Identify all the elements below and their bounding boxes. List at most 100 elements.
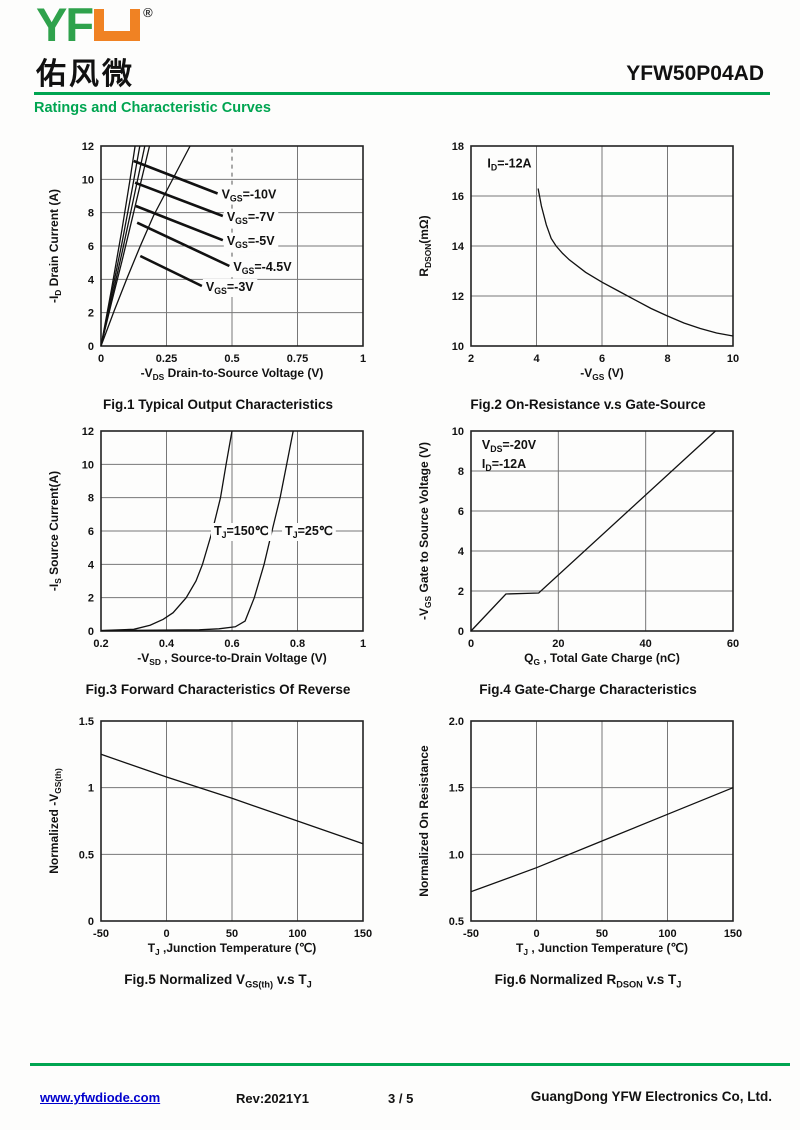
- fig3-chart: TJ=150℃ TJ=25℃0.2 0.4 0.6 0.8 1024681012-VSD …: [47, 426, 366, 667]
- svg-text:150: 150: [724, 928, 742, 940]
- svg-text:RDSON(mΩ): RDSON(mΩ): [417, 215, 433, 276]
- fig6-caption: Fig.6 Normalized RDSON v.s TJ: [494, 972, 682, 990]
- registered-trademark-icon: ®: [143, 5, 153, 20]
- svg-text:0: 0: [88, 916, 94, 928]
- figure-6-normalized-rdson: -50 0 50 100 150 0.5 1.0 1.5 2.0 TJ , Junction Te…: [408, 713, 768, 990]
- logo-w-icon: [94, 9, 141, 41]
- svg-text:1.0: 1.0: [449, 849, 464, 861]
- svg-text:10: 10: [82, 459, 94, 471]
- fig2-caption: Fig.2 On-Resistance v.s Gate-Source: [470, 397, 706, 412]
- fig2-chart: ID=-12A 2 4 6 8 10 10 12 14 16 18 -VGS (V) RDSON(mΩ): [417, 141, 739, 382]
- svg-text:6: 6: [599, 353, 605, 365]
- company-name: GuangDong YFW Electronics Co, Ltd.: [530, 1089, 772, 1104]
- svg-text:4: 4: [88, 559, 95, 571]
- fig1-caption: Fig.1 Typical Output Characteristics: [102, 397, 334, 412]
- svg-text:6: 6: [88, 241, 94, 253]
- footer-divider: [30, 1063, 790, 1066]
- svg-text:1.5: 1.5: [79, 716, 94, 728]
- svg-text:150: 150: [354, 928, 372, 940]
- section-title: Ratings and Characteristic Curves: [34, 100, 271, 116]
- svg-text:Normalized On Resistance: Normalized On Resistance: [417, 745, 431, 897]
- svg-text:VGS=-4.5V: VGS=-4.5V: [233, 260, 292, 276]
- svg-text:12: 12: [82, 426, 94, 438]
- svg-text:2: 2: [468, 353, 474, 365]
- svg-text:1.5: 1.5: [449, 783, 464, 795]
- svg-text:0: 0: [533, 928, 539, 940]
- svg-text:14: 14: [452, 241, 465, 253]
- svg-text:TJ=25℃: TJ=25℃: [285, 524, 333, 540]
- svg-text:0: 0: [468, 638, 474, 650]
- svg-text:12: 12: [82, 141, 94, 153]
- svg-text:-50: -50: [93, 928, 109, 940]
- svg-text:10: 10: [82, 174, 94, 186]
- svg-text:6: 6: [88, 526, 94, 538]
- svg-text:50: 50: [596, 928, 608, 940]
- svg-text:8: 8: [664, 353, 670, 365]
- figure-1-output-characteristics: VGS=-10V VGS=-7V VGS=-5V VGS=-4.5V VGS=-3V 0 0…: [38, 138, 398, 412]
- svg-text:2: 2: [88, 308, 94, 320]
- svg-text:VGS=-5V: VGS=-5V: [227, 234, 275, 250]
- svg-text:-50: -50: [463, 928, 479, 940]
- svg-text:10: 10: [727, 353, 739, 365]
- svg-text:0: 0: [88, 341, 94, 353]
- svg-text:0.6: 0.6: [224, 638, 239, 650]
- svg-text:0: 0: [163, 928, 169, 940]
- svg-text:0: 0: [98, 353, 104, 365]
- svg-text:VDS=-20V: VDS=-20V: [482, 438, 537, 454]
- header-divider: [34, 92, 770, 95]
- svg-text:6: 6: [458, 506, 464, 518]
- part-number: YFW50P04AD: [626, 62, 764, 85]
- svg-text:TJ , Junction Temperature (℃): TJ , Junction Temperature (℃): [516, 941, 688, 957]
- svg-text:1: 1: [360, 638, 366, 650]
- figure-4-gate-charge: VDS=-20V ID=-12A 0 20 40 60 0 2 4 6 8 10 QG , Total …: [408, 423, 768, 697]
- svg-text:4: 4: [88, 274, 95, 286]
- svg-text:0: 0: [458, 626, 464, 638]
- svg-text:0: 0: [88, 626, 94, 638]
- svg-text:0.25: 0.25: [156, 353, 177, 365]
- svg-text:1: 1: [360, 353, 366, 365]
- svg-text:1: 1: [88, 783, 94, 795]
- svg-text:VGS=-10V: VGS=-10V: [222, 188, 277, 204]
- svg-text:0.2: 0.2: [93, 638, 108, 650]
- svg-text:100: 100: [288, 928, 306, 940]
- svg-text:8: 8: [88, 208, 94, 220]
- svg-text:0.5: 0.5: [79, 849, 94, 861]
- svg-text:2: 2: [458, 586, 464, 598]
- svg-text:-ID Drain Current (A): -ID Drain Current (A): [47, 189, 63, 303]
- svg-text:-IS Source Current(A): -IS Source Current(A): [47, 471, 63, 591]
- website-link[interactable]: www.yfwdiode.com: [40, 1090, 161, 1105]
- revision-label: Rev:2021Y1: [236, 1091, 309, 1106]
- fig4-caption: Fig.4 Gate-Charge Characteristics: [479, 682, 697, 697]
- svg-text:12: 12: [452, 291, 464, 303]
- svg-text:0.5: 0.5: [224, 353, 239, 365]
- svg-text:2.0: 2.0: [449, 716, 464, 728]
- svg-text:QG , Total Gate Charge (nC): QG , Total Gate Charge (nC): [524, 651, 680, 667]
- figure-3-forward-characteristics: TJ=150℃ TJ=25℃ 0.2 0.4 0.6 0.8 1 0 2 4 6 8 10 12 -VSD …: [38, 423, 398, 697]
- svg-text:0.5: 0.5: [449, 916, 464, 928]
- svg-text:2: 2: [88, 593, 94, 605]
- svg-text:ID=-12A: ID=-12A: [482, 457, 526, 473]
- svg-text:10: 10: [452, 426, 464, 438]
- svg-text:10: 10: [452, 341, 464, 353]
- fig6-chart: -50 0 50 100 150 0.5 1.0 1.5 2.0 TJ , Junction Te…: [417, 716, 742, 957]
- svg-text:18: 18: [452, 141, 464, 153]
- svg-text:-VDS Drain-to-Source Voltage (: -VDS Drain-to-Source Voltage (V): [141, 366, 324, 382]
- fig3-caption: Fig.3 Forward Characteristics Of Reverse: [85, 682, 351, 697]
- svg-text:40: 40: [640, 638, 652, 650]
- svg-text:TJ ,Junction Temperature (℃): TJ ,Junction Temperature (℃): [148, 941, 317, 957]
- svg-text:4: 4: [533, 353, 540, 365]
- svg-text:-VSD , Source-to-Drain Voltage: -VSD , Source-to-Drain Voltage (V): [137, 651, 326, 667]
- fig5-caption: Fig.5 Normalized VGS(th) v.s TJ: [124, 972, 312, 990]
- figure-5-normalized-vgsth: -50 0 50 100 150 0 0.5 1 1.5 TJ ,Junction Tempera…: [38, 713, 398, 990]
- svg-text:-VGS (V): -VGS (V): [580, 366, 623, 382]
- svg-text:8: 8: [88, 493, 94, 505]
- svg-text:ID=-12A: ID=-12A: [487, 157, 531, 173]
- fig4-chart: VDS=-20V ID=-12A 0 20 40 60 0 2 4 6 8 10 QG , Total …: [417, 426, 739, 667]
- svg-text:0.4: 0.4: [159, 638, 175, 650]
- svg-text:VGS=-3V: VGS=-3V: [206, 280, 254, 296]
- figure-2-on-resistance: ID=-12A 2 4 6 8 10 10 12 14 16 18 -VGS (V) RDSON(mΩ)…: [408, 138, 768, 412]
- svg-text:8: 8: [458, 466, 464, 478]
